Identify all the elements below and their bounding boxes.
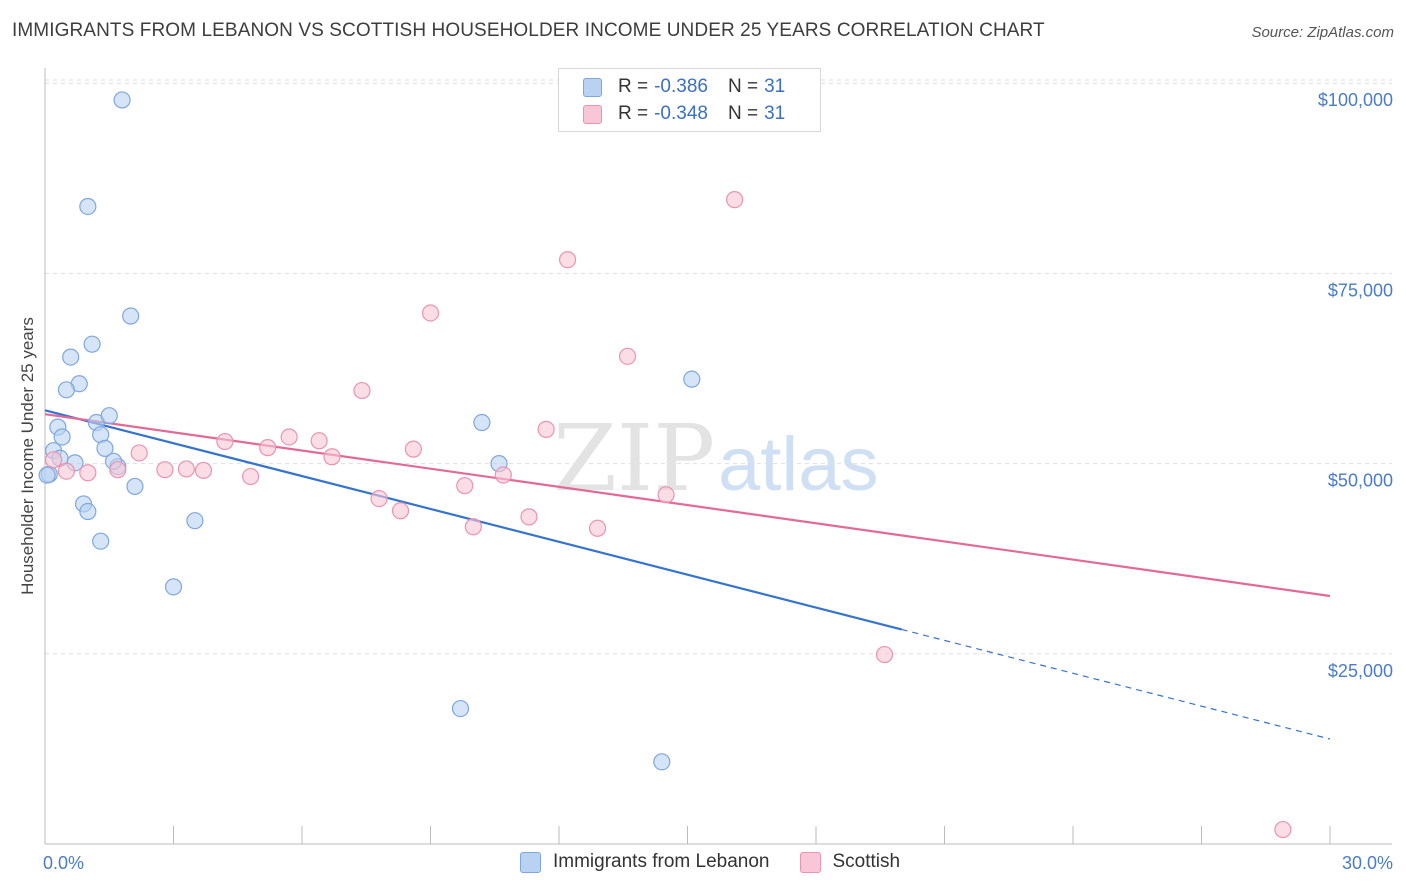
point-lebanon: [164, 578, 183, 596]
legend-r-value: -0.386: [654, 76, 708, 97]
series-swatch-pink: [799, 851, 821, 873]
x-tick-label-min: 0.0%: [43, 853, 84, 873]
point-scottish: [216, 432, 234, 451]
point-scottish: [44, 451, 63, 469]
point-lebanon: [57, 381, 76, 399]
point-scottish: [558, 251, 577, 269]
data-points: [38, 91, 1292, 839]
point-scottish: [156, 461, 174, 479]
point-lebanon: [62, 348, 80, 366]
point-scottish: [194, 461, 213, 480]
legend-n-value: 31: [764, 103, 786, 124]
point-scottish: [370, 490, 388, 508]
legend-r-label: R =: [618, 103, 649, 124]
point-lebanon: [473, 413, 491, 432]
legend-n-value: 31: [764, 76, 786, 97]
series-legend-item-lebanon: Immigrants from Lebanon: [520, 851, 770, 873]
point-scottish: [280, 428, 298, 446]
point-lebanon: [53, 428, 71, 446]
series-swatch-blue: [520, 851, 541, 873]
point-scottish: [323, 448, 341, 466]
point-lebanon: [126, 477, 144, 496]
x-tick-labels: 0.0% 30.0%: [43, 853, 1393, 873]
watermark-zip: ZIP: [553, 405, 715, 512]
series-legend-item-scottish: Scottish: [799, 851, 901, 873]
point-scottish: [657, 486, 675, 504]
legend-swatch-blue: [583, 77, 602, 97]
point-scottish: [1274, 820, 1292, 839]
legend-swatch-pink: [583, 104, 602, 124]
point-scottish: [875, 645, 894, 664]
point-scottish: [494, 466, 512, 484]
point-lebanon: [79, 502, 97, 521]
point-scottish: [242, 467, 260, 486]
point-scottish: [391, 502, 410, 520]
legend-n-label: N =: [727, 103, 759, 124]
point-lebanon: [683, 370, 701, 388]
point-scottish: [421, 304, 440, 322]
point-scottish: [177, 460, 195, 478]
y-axis-label: Householder Income Under 25 years: [18, 317, 37, 595]
point-scottish: [130, 444, 148, 462]
point-lebanon: [100, 407, 118, 425]
point-scottish: [520, 508, 538, 526]
point-scottish: [588, 519, 607, 537]
x-tick-label-max: 30.0%: [1342, 853, 1393, 873]
point-lebanon: [79, 197, 97, 216]
point-scottish: [464, 518, 482, 536]
y-tick-label: $50,000: [1328, 471, 1393, 491]
point-lebanon: [113, 91, 131, 109]
point-lebanon: [653, 753, 671, 771]
watermark: ZIP atlas: [553, 405, 879, 512]
point-lebanon: [186, 512, 204, 530]
point-lebanon: [38, 466, 56, 484]
y-tick-label: $75,000: [1328, 280, 1393, 300]
chart-title: IMMIGRANTS FROM LEBANON VS SCOTTISH HOUS…: [12, 20, 1045, 41]
point-scottish: [109, 461, 127, 479]
point-lebanon: [96, 439, 114, 457]
source-credit: Source: ZipAtlas.com: [1251, 24, 1394, 41]
point-scottish: [456, 477, 474, 495]
y-tick-label: $25,000: [1328, 661, 1393, 681]
legend-row-scottish: R = -0.348 N = 31: [583, 101, 785, 127]
point-scottish: [404, 440, 422, 458]
point-scottish: [726, 191, 744, 209]
series-legend-label: Immigrants from Lebanon: [553, 851, 770, 872]
point-scottish: [353, 381, 371, 400]
series-legend: Immigrants from Lebanon Scottish: [520, 851, 930, 873]
point-lebanon: [451, 699, 470, 718]
point-lebanon: [83, 335, 101, 353]
legend-n-label: N =: [727, 76, 759, 97]
point-scottish: [310, 432, 328, 450]
series-legend-label: Scottish: [832, 851, 901, 872]
trend-line-scottish: [44, 413, 1331, 598]
point-scottish: [537, 420, 555, 438]
point-scottish: [259, 439, 277, 457]
point-lebanon: [122, 307, 140, 325]
trend-line-lebanon-extension: [901, 628, 1331, 740]
axes: [44, 68, 1392, 845]
y-tick-label: $100,000: [1318, 90, 1393, 110]
watermark-atlas: atlas: [718, 422, 879, 507]
grid-lines: [45, 79, 1392, 655]
legend-row-lebanon: R = -0.386 N = 31: [583, 74, 785, 100]
y-tick-labels: $25,000 $50,000 $75,000 $100,000: [1318, 90, 1393, 681]
point-scottish: [79, 464, 97, 482]
correlation-legend: R = -0.386 N = 31 R = -0.348 N = 31: [558, 68, 821, 132]
point-scottish: [618, 347, 637, 365]
legend-r-value: -0.348: [654, 103, 708, 124]
legend-r-label: R =: [618, 76, 649, 97]
point-scottish: [57, 462, 76, 480]
point-lebanon: [92, 532, 110, 550]
